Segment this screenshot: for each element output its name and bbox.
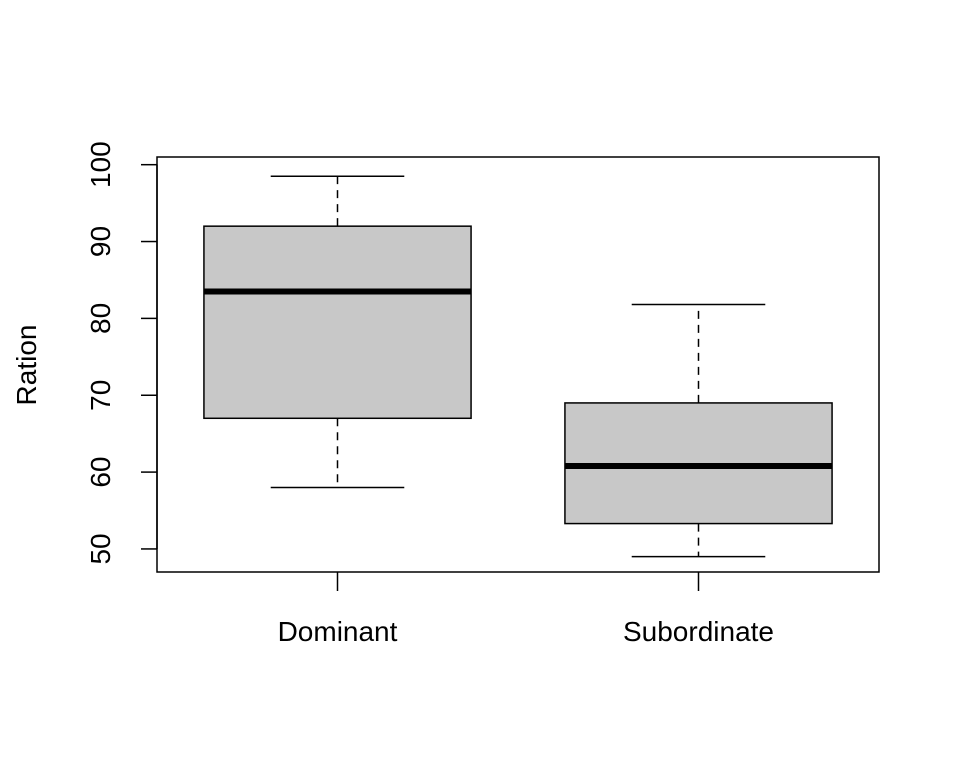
y-axis-label: Ration bbox=[11, 325, 42, 406]
y-tick-label: 50 bbox=[85, 533, 116, 564]
x-tick-label: Subordinate bbox=[623, 616, 774, 647]
y-axis: 50 60 70 80 90 100 bbox=[85, 141, 158, 565]
y-tick-label: 60 bbox=[85, 457, 116, 488]
y-tick-label: 90 bbox=[85, 226, 116, 257]
y-tick-label: 70 bbox=[85, 380, 116, 411]
box-subordinate bbox=[564, 303, 833, 558]
x-axis: Dominant Subordinate bbox=[278, 572, 774, 647]
y-tick-label: 100 bbox=[85, 141, 116, 188]
interquartile-box bbox=[203, 225, 472, 420]
x-tick-label: Dominant bbox=[278, 616, 398, 647]
boxes bbox=[203, 175, 833, 558]
box-dominant bbox=[203, 175, 472, 489]
y-tick-label: 80 bbox=[85, 303, 116, 334]
